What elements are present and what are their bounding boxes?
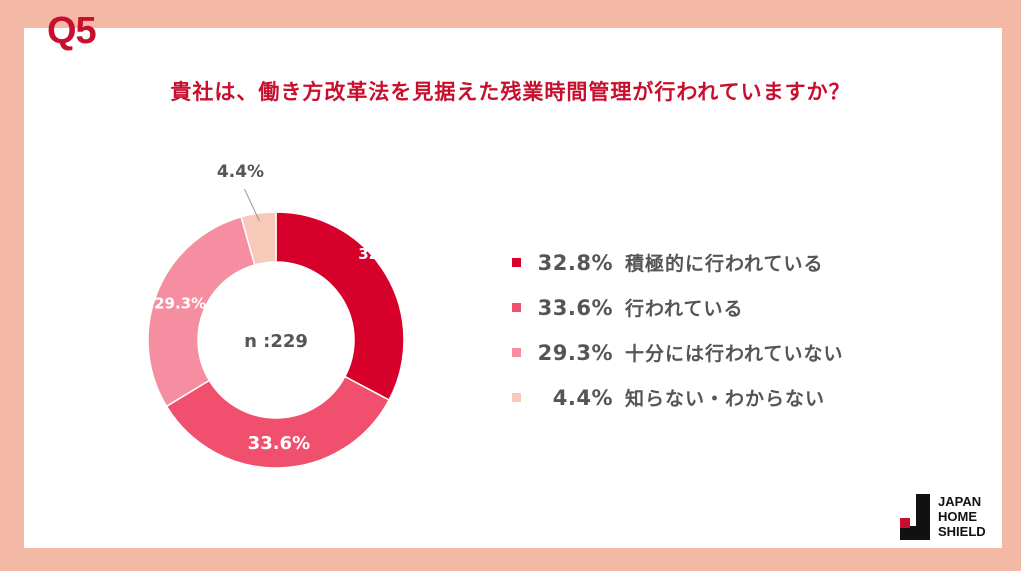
logo-line: JAPAN xyxy=(938,494,982,509)
legend-percent: 32.8% xyxy=(537,250,613,275)
legend-item: 33.6% 行われている xyxy=(512,285,843,330)
question-label: Q5 xyxy=(47,10,97,52)
donut-slice xyxy=(275,211,405,402)
logo-line: HOME xyxy=(938,509,977,524)
legend-percent: 29.3% xyxy=(537,340,613,365)
data-label: 4.4% xyxy=(217,162,264,182)
donut-slice xyxy=(240,211,277,266)
logo-line: SHIELD xyxy=(938,524,986,539)
legend-label: 知らない・わからない xyxy=(625,388,826,410)
japan-home-shield-logo: JAPAN HOME SHIELD xyxy=(898,494,998,542)
legend-percent: 4.4% xyxy=(552,385,613,410)
leader-line xyxy=(244,188,260,222)
donut-slice xyxy=(165,375,391,469)
data-label: 32.8% xyxy=(358,245,410,263)
legend-swatch xyxy=(512,303,521,312)
legend-label: 積極的に行われている xyxy=(625,253,824,275)
chart-legend: 32.8% 積極的に行われている 33.6% 行われている 29.3% 十分には… xyxy=(512,240,843,420)
legend-item: 4.4% 知らない・わからない xyxy=(512,375,843,420)
legend-label: 行われている xyxy=(625,298,744,320)
legend-item: 29.3% 十分には行われていない xyxy=(512,330,843,375)
legend-label: 十分には行われていない xyxy=(625,343,844,365)
data-label: 29.3% xyxy=(154,294,206,312)
legend-item: 32.8% 積極的に行われている xyxy=(512,240,843,285)
donut-slice xyxy=(147,215,256,408)
legend-swatch xyxy=(512,258,521,267)
center-label: n :229 xyxy=(244,331,308,352)
data-label: 33.6% xyxy=(248,433,310,454)
chart-title: 貴社は、働き方改革法を見据えた残業時間管理が行われていますか？ xyxy=(170,80,851,104)
legend-swatch xyxy=(512,393,521,402)
legend-percent: 33.6% xyxy=(537,295,613,320)
j-mark-icon xyxy=(900,494,930,540)
logo-text: JAPAN HOME SHIELD xyxy=(938,494,986,539)
legend-swatch xyxy=(512,348,521,357)
